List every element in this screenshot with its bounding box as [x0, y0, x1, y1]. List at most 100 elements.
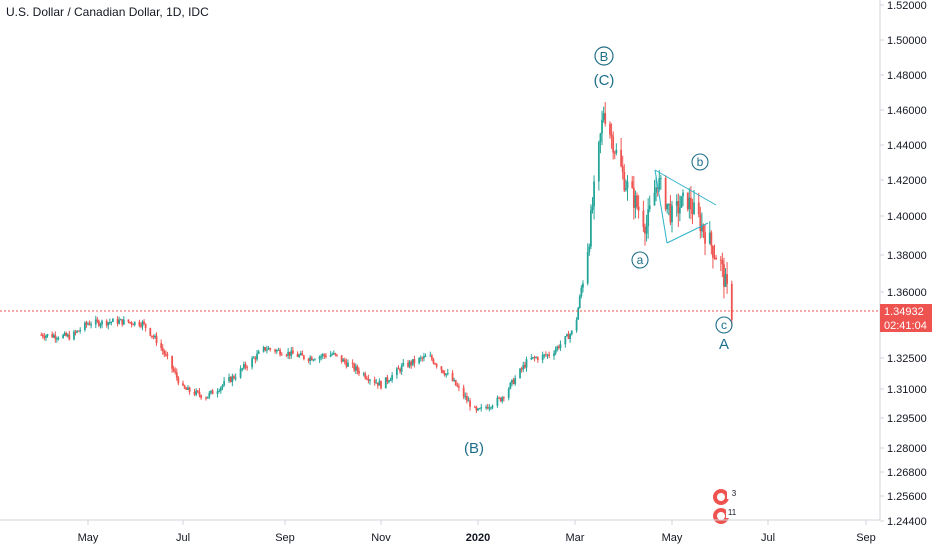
candle-body: [434, 363, 436, 365]
candle-body: [413, 359, 416, 364]
price-tick-label: 1.44000: [887, 140, 927, 152]
candle-body: [593, 181, 595, 207]
candle-body: [242, 364, 245, 369]
wave-b-marker[interactable]: [691, 153, 709, 171]
candle-body: [223, 381, 226, 386]
candle-body: [241, 368, 244, 370]
wave-B-circle-marker[interactable]: [594, 46, 614, 66]
triangle-upper-line[interactable]: [654, 169, 717, 206]
candle-body: [210, 390, 212, 393]
candle-body: [88, 323, 91, 325]
candle-body: [73, 331, 75, 340]
countdown-value: 02:41:04: [884, 320, 927, 332]
candle-body: [590, 210, 592, 247]
wave-B-paren-label[interactable]: (B): [464, 440, 484, 457]
candle-body: [340, 355, 343, 362]
candle-body: [645, 226, 648, 234]
candle-body: [496, 397, 499, 406]
candle-body: [520, 368, 523, 370]
candle-body: [218, 390, 221, 392]
event-badge-bottom-inner: [717, 512, 725, 520]
candle-body: [701, 224, 703, 232]
candle-body: [140, 325, 142, 327]
candle-body: [154, 335, 156, 338]
candle-body: [198, 391, 201, 396]
candle-body: [682, 192, 684, 197]
candle-body: [715, 257, 717, 260]
current-price-badge: [880, 304, 932, 318]
candle-body: [644, 227, 646, 234]
triangle-left-edge[interactable]: [654, 169, 668, 244]
candle-body: [376, 382, 379, 386]
candle-body: [182, 383, 184, 386]
candle-body: [267, 348, 270, 350]
candle-body: [233, 376, 235, 379]
candle-body: [478, 408, 481, 410]
wave-a-marker[interactable]: [631, 251, 649, 269]
candle-body: [533, 356, 536, 358]
candle-body: [721, 260, 724, 265]
candle-body: [107, 322, 110, 326]
candle-body: [296, 353, 299, 357]
candle-body: [252, 357, 255, 359]
candle-body: [632, 187, 635, 208]
candle-body: [582, 283, 584, 288]
candle-body: [631, 181, 634, 188]
candle-body: [150, 335, 153, 337]
candle-body: [164, 354, 167, 356]
candle-body: [432, 359, 435, 364]
candle-body: [675, 201, 678, 206]
candle-body: [424, 356, 427, 358]
time-scale[interactable]: May Jul Sep Nov 2020 Mar May Jul Sep: [0, 519, 880, 544]
candle-body: [655, 187, 657, 193]
candle-body: [177, 377, 180, 384]
time-tick-label: Jul: [761, 532, 775, 544]
candle-body: [419, 357, 422, 359]
price-scale[interactable]: 1.52000 1.50000 1.48000 1.46000 1.44000 1.420…: [879, 0, 932, 528]
candle-body: [557, 346, 560, 348]
candle-body: [570, 330, 573, 335]
candle-body: [310, 357, 313, 361]
candle-body: [501, 397, 504, 402]
candle-body: [152, 336, 155, 338]
candle-body: [686, 192, 689, 210]
candle-body: [462, 387, 465, 397]
candle-body: [132, 324, 135, 326]
candle-body: [624, 188, 627, 191]
candle-body: [730, 283, 733, 320]
candle-body: [626, 181, 629, 189]
candle-body: [200, 395, 202, 398]
price-tick-label: 1.25600: [887, 491, 927, 503]
candle-body: [719, 259, 722, 261]
candle-body: [367, 379, 370, 381]
candle-body: [446, 372, 449, 374]
candle-body: [187, 387, 189, 390]
candle-body: [509, 382, 512, 389]
candle-body: [680, 196, 683, 208]
wave-c-marker[interactable]: [715, 316, 733, 334]
candle-body: [597, 142, 600, 182]
candle-body: [52, 335, 55, 338]
triangle-lower-line[interactable]: [666, 222, 709, 244]
candle-body: [275, 350, 278, 352]
candle-body: [185, 388, 188, 390]
candle-body: [318, 356, 321, 360]
price-tick-label: 1.32500: [887, 353, 927, 365]
candle-body: [636, 195, 638, 207]
candle-body: [467, 400, 470, 402]
candle-body: [567, 334, 570, 339]
time-tick-label: Mar: [566, 532, 585, 544]
price-tick-label: 1.48000: [887, 70, 927, 82]
wave-A-label[interactable]: A: [719, 336, 729, 353]
candle-body: [221, 385, 224, 388]
candle-body: [274, 349, 277, 352]
candle-body: [599, 133, 602, 143]
candle-body: [77, 330, 80, 332]
wave-C-paren-label[interactable]: (C): [594, 72, 615, 89]
candle-body: [351, 362, 354, 364]
price-tick-label: 1.26800: [887, 467, 927, 479]
candle-body: [277, 349, 280, 351]
candle-body: [389, 379, 392, 381]
